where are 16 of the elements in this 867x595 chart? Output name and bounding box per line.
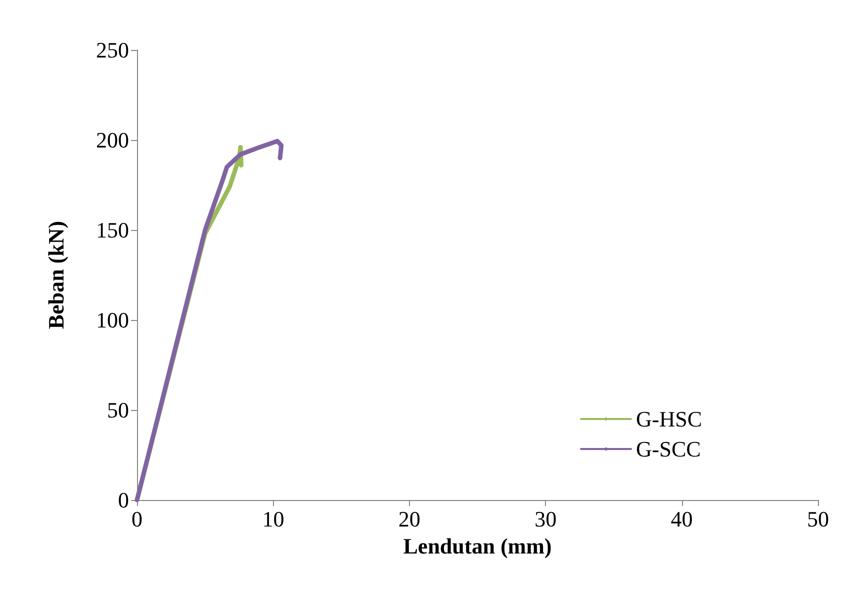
legend-label: G-SCC (636, 436, 701, 462)
y-tick-label: 0 (118, 488, 129, 512)
y-tick-label: 50 (107, 398, 129, 422)
x-tick-label: 20 (398, 506, 420, 532)
y-axis-title: Beban (kN) (44, 220, 68, 330)
x-tick-label: 10 (262, 506, 284, 532)
line-series (134, 138, 284, 502)
x-tick-label: 40 (670, 506, 693, 532)
x-tick-label: 50 (807, 506, 829, 532)
y-tick-label: 250 (96, 38, 129, 62)
x-axis-title: Lendutan (mm) (403, 533, 552, 558)
y-tick-label: 150 (96, 218, 129, 242)
y-tick-label: 200 (96, 128, 129, 152)
y-tick-label: 100 (96, 308, 129, 332)
legend-label: G-HSC (636, 406, 702, 432)
x-tick-label: 30 (534, 506, 557, 532)
